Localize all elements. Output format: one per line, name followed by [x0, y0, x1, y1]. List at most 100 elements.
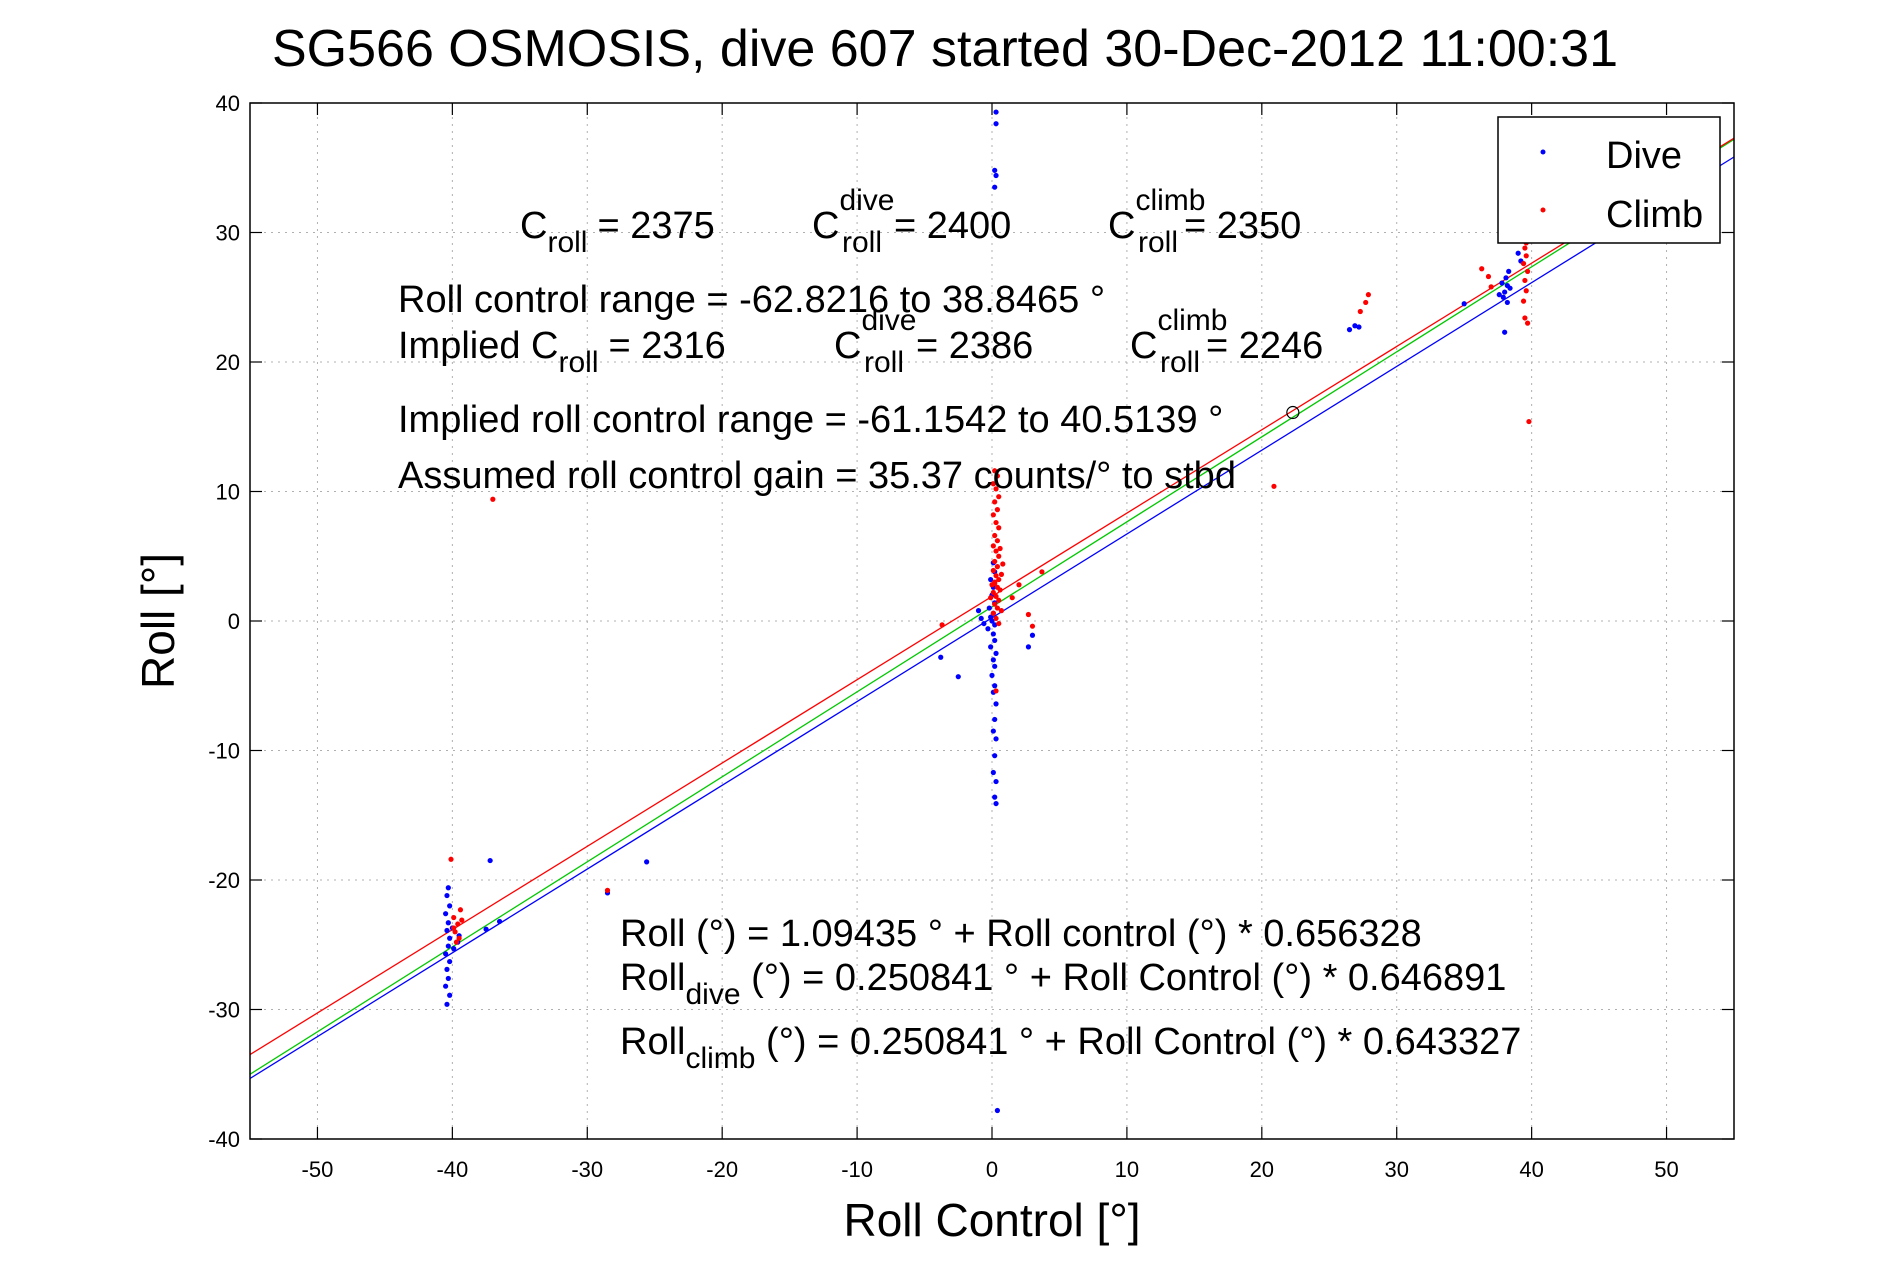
x-tick-label: 30: [1384, 1157, 1408, 1182]
dive-point: [1029, 632, 1036, 638]
dive-point: [445, 975, 451, 982]
dive-point: [992, 753, 998, 759]
climb-point: [1522, 315, 1528, 321]
dive-point: [444, 892, 450, 899]
y-tick-label: 10: [216, 480, 240, 505]
climb-point: [989, 582, 995, 588]
legend-climb-marker: [1540, 207, 1546, 213]
annotation-croll-climb: Cclimb roll = 2350: [1108, 184, 1301, 259]
dive-point: [975, 608, 982, 614]
climb-point: [993, 573, 999, 579]
x-tick-label: 10: [1115, 1157, 1139, 1182]
climb-point: [1363, 299, 1369, 306]
dive-point: [1461, 301, 1467, 307]
legend: Dive Climb: [1497, 116, 1721, 244]
climb-point: [993, 548, 999, 554]
x-tick-label: 20: [1250, 1157, 1274, 1182]
dive-point: [993, 650, 999, 656]
climb-point: [994, 538, 1000, 544]
dive-point: [447, 935, 453, 941]
climb-point: [990, 481, 996, 487]
dive-point: [447, 958, 453, 965]
x-tick-label: -20: [706, 1157, 738, 1182]
annotation-croll: Croll = 2375: [520, 205, 715, 259]
climb-point: [1524, 320, 1531, 326]
climb-point: [990, 512, 996, 518]
dive-point: [978, 615, 984, 622]
dive-point: [443, 911, 449, 917]
x-tick-label: -40: [436, 1157, 468, 1182]
annotations-upper: Croll = 2375 Cdive roll = 2400 Cclimb roll = …: [398, 184, 1323, 497]
climb-point: [1479, 266, 1485, 272]
equation-all: Roll (°) = 1.09435 ° + Roll control (°) …: [620, 913, 1422, 955]
dive-point: [993, 109, 999, 115]
dive-point: [990, 631, 996, 637]
dive-point: [1506, 268, 1512, 274]
dive-point: [993, 778, 999, 785]
chart-title: SG566 OSMOSIS, dive 607 started 30-Dec-2…: [272, 20, 1618, 78]
dive-point: [1499, 280, 1505, 286]
extra-markers: [1286, 405, 1300, 420]
y-tick-label: 40: [216, 91, 240, 116]
dive-point: [993, 121, 999, 127]
climb-point: [1523, 253, 1529, 259]
climb-point: [1000, 561, 1006, 567]
climb-point: [1025, 611, 1032, 618]
climb-point: [988, 595, 994, 601]
y-tick-label: 0: [228, 609, 240, 634]
dive-point: [990, 657, 996, 663]
climb-point: [997, 545, 1003, 552]
dive-point: [992, 622, 998, 628]
climb-point: [459, 917, 465, 923]
x-axis-label: Roll Control [°]: [843, 1194, 1140, 1246]
dive-point: [989, 672, 995, 678]
climb-point: [1357, 308, 1363, 315]
dive-point: [992, 663, 998, 669]
dive-point: [644, 859, 650, 865]
climb-point: [1520, 298, 1527, 304]
climb-point: [993, 688, 999, 694]
equation-climb: Rollclimb (°) = 0.250841 ° + Roll Contro…: [620, 1021, 1521, 1075]
y-tick-label: 30: [216, 221, 240, 246]
climb-point: [1520, 260, 1527, 267]
annotation-gain: Assumed roll control gain = 35.37 counts…: [398, 455, 1236, 497]
climb-point: [451, 914, 457, 921]
dive-point: [1503, 275, 1509, 281]
dive-point: [445, 920, 451, 926]
dive-point: [447, 992, 453, 998]
dive-point: [1507, 285, 1513, 291]
climb-point: [996, 553, 1002, 559]
climb-point: [996, 525, 1002, 531]
climb-point: [990, 543, 996, 549]
climb-point: [996, 620, 1002, 627]
dive-point: [447, 903, 453, 909]
climb-point: [1524, 268, 1531, 274]
climb-point: [997, 587, 1003, 593]
dive-point: [992, 683, 998, 689]
dive-point: [443, 951, 449, 957]
plot-frame: [249, 102, 1735, 1140]
climb-point: [993, 615, 999, 622]
climb-point: [993, 519, 999, 526]
annotation-implied-dive: Cdive roll = 2386: [834, 304, 1033, 379]
x-tick-label: -10: [841, 1157, 873, 1182]
dive-point: [483, 926, 489, 932]
climb-point: [1016, 582, 1022, 588]
x-tick-label: -50: [302, 1157, 334, 1182]
climb-point: [996, 494, 1002, 500]
dive-point: [993, 736, 999, 742]
dive-point: [988, 576, 994, 583]
legend-climb-label: Climb: [1606, 194, 1703, 236]
climb-point: [1522, 245, 1528, 251]
climb-point: [990, 567, 996, 574]
y-tick-label: -40: [208, 1127, 240, 1152]
x-tick-labels: -50 -40 -30 -20 -10 0 10 20 30 40 50: [302, 1157, 1679, 1182]
dive-point: [1352, 323, 1358, 329]
dive-point: [1496, 292, 1502, 298]
dive-point: [1025, 644, 1032, 650]
dive-point: [1346, 327, 1353, 333]
climb-point: [994, 473, 1000, 479]
dive-point: [992, 167, 998, 173]
dive-point: [443, 983, 449, 989]
